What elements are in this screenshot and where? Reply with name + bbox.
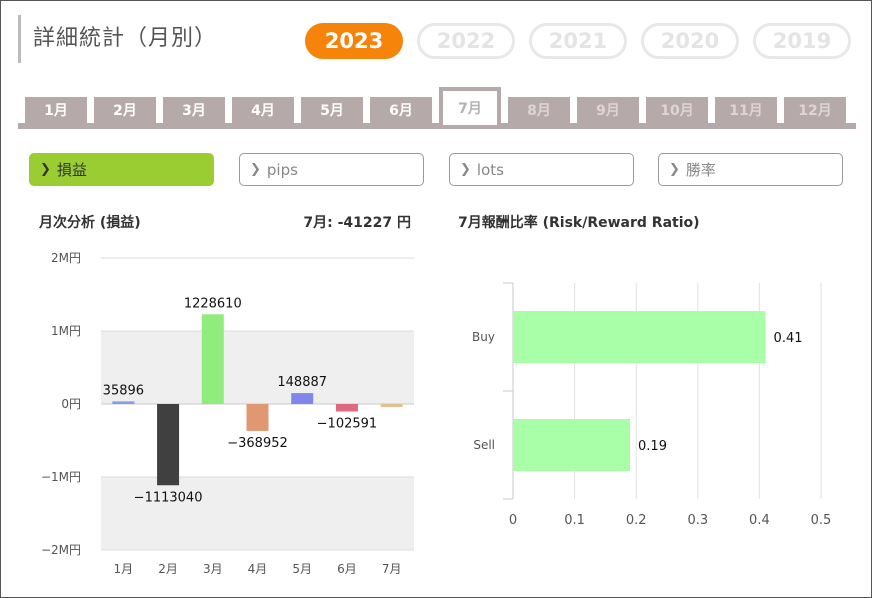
data-label: −1113040 (134, 490, 203, 505)
title-bar: 詳細統計（月別） (18, 15, 217, 63)
data-label: 0.19 (638, 439, 667, 454)
metric-label: 勝率 (685, 161, 716, 179)
bar (513, 419, 631, 471)
x-tick-label: 2月 (158, 562, 178, 576)
chevron-right-icon: ❯ (460, 162, 471, 177)
chevron-right-icon: ❯ (669, 162, 680, 177)
plot-band (101, 331, 414, 404)
metric-label: lots (476, 160, 504, 179)
risk-reward-chart: 0 0.1 0.2 0.3 0.4 0.5 0.41 Buy 0.19 Sell (472, 282, 832, 528)
y-tick-label: 2M円 (51, 251, 81, 265)
tab-month-3[interactable]: 3月 (163, 97, 225, 123)
year-button-2019[interactable]: 2019 (753, 23, 851, 59)
month-tabs-underline (18, 123, 856, 129)
tab-month-6[interactable]: 6月 (370, 97, 432, 123)
x-tick-label: 4月 (248, 562, 268, 576)
data-label: 35896 (103, 383, 144, 398)
x-tick-label: 0.3 (687, 513, 708, 528)
year-button-2023[interactable]: 2023 (305, 23, 403, 59)
x-tick-label: 0.5 (811, 513, 832, 528)
month-tabs: 1月 2月 3月 4月 5月 6月 7月 8月 9月 10月 11月 12月 (18, 87, 856, 129)
x-tick-label: 6月 (337, 562, 357, 576)
year-button-2021[interactable]: 2021 (529, 23, 627, 59)
monthly-summary: 7月: -41227 円 (303, 215, 411, 231)
tab-month-12: 12月 (784, 97, 846, 123)
y-tick-label: −2M円 (41, 543, 81, 557)
year-button-2020[interactable]: 2020 (641, 23, 739, 59)
data-label: 1228610 (184, 296, 242, 311)
bar (157, 404, 180, 486)
year-selector: 2023 2022 2021 2020 2019 (305, 23, 851, 59)
bar (380, 404, 403, 408)
metric-label: 損益 (56, 161, 87, 179)
bar (246, 404, 269, 431)
tab-month-11: 11月 (715, 97, 777, 123)
page-title: 詳細統計（月別） (33, 26, 218, 51)
tab-month-4[interactable]: 4月 (232, 97, 294, 123)
data-label: −102591 (317, 416, 378, 431)
x-tick-label: 7月 (382, 562, 402, 576)
x-tick-label: 0 (509, 513, 517, 528)
data-label: 148887 (277, 375, 327, 390)
bar (112, 401, 135, 404)
bar (513, 311, 766, 363)
y-tick-label: 1M円 (51, 324, 81, 338)
metric-button-lots[interactable]: ❯ lots (449, 153, 634, 186)
monthly-chart-title: 月次分析 (損益) (39, 215, 141, 231)
plot-band (101, 477, 414, 550)
year-button-2022[interactable]: 2022 (417, 23, 515, 59)
metric-button-win-rate[interactable]: ❯ 勝率 (658, 153, 843, 186)
chevron-right-icon: ❯ (250, 162, 261, 177)
metric-button-profit[interactable]: ❯ 損益 (29, 153, 214, 186)
y-tick-label: −1M円 (41, 470, 81, 484)
tab-month-8: 8月 (508, 97, 570, 123)
bar (201, 314, 224, 404)
chevron-right-icon: ❯ (40, 162, 51, 177)
tab-month-10: 10月 (646, 97, 708, 123)
tab-month-5[interactable]: 5月 (301, 97, 363, 123)
x-tick-label: 0.4 (749, 513, 770, 528)
data-label: −368952 (227, 436, 288, 451)
y-tick-label: Buy (472, 330, 495, 344)
metric-button-pips[interactable]: ❯ pips (239, 153, 424, 186)
metric-label: pips (266, 160, 298, 179)
bar (291, 393, 314, 404)
monthly-profit-chart: 2M円 1M円 0円 −1M円 −2M円 35896 1月 −1113040 2月 1228610… (41, 251, 414, 576)
tab-month-2[interactable]: 2月 (94, 97, 156, 123)
y-tick-label: 0円 (61, 397, 81, 411)
data-label: 0.41 (774, 331, 803, 346)
ratio-chart-title: 7月報酬比率 (Risk/Reward Ratio) (458, 215, 700, 231)
x-tick-label: 1月 (114, 562, 134, 576)
x-tick-label: 3月 (203, 562, 223, 576)
bar (335, 404, 358, 412)
tab-month-1[interactable]: 1月 (25, 97, 87, 123)
tab-month-9: 9月 (577, 97, 639, 123)
y-tick-label: Sell (473, 438, 495, 452)
x-tick-label: 0.1 (564, 513, 585, 528)
x-tick-label: 5月 (292, 562, 312, 576)
x-tick-label: 0.2 (626, 513, 647, 528)
tab-month-7[interactable]: 7月 (439, 87, 501, 125)
